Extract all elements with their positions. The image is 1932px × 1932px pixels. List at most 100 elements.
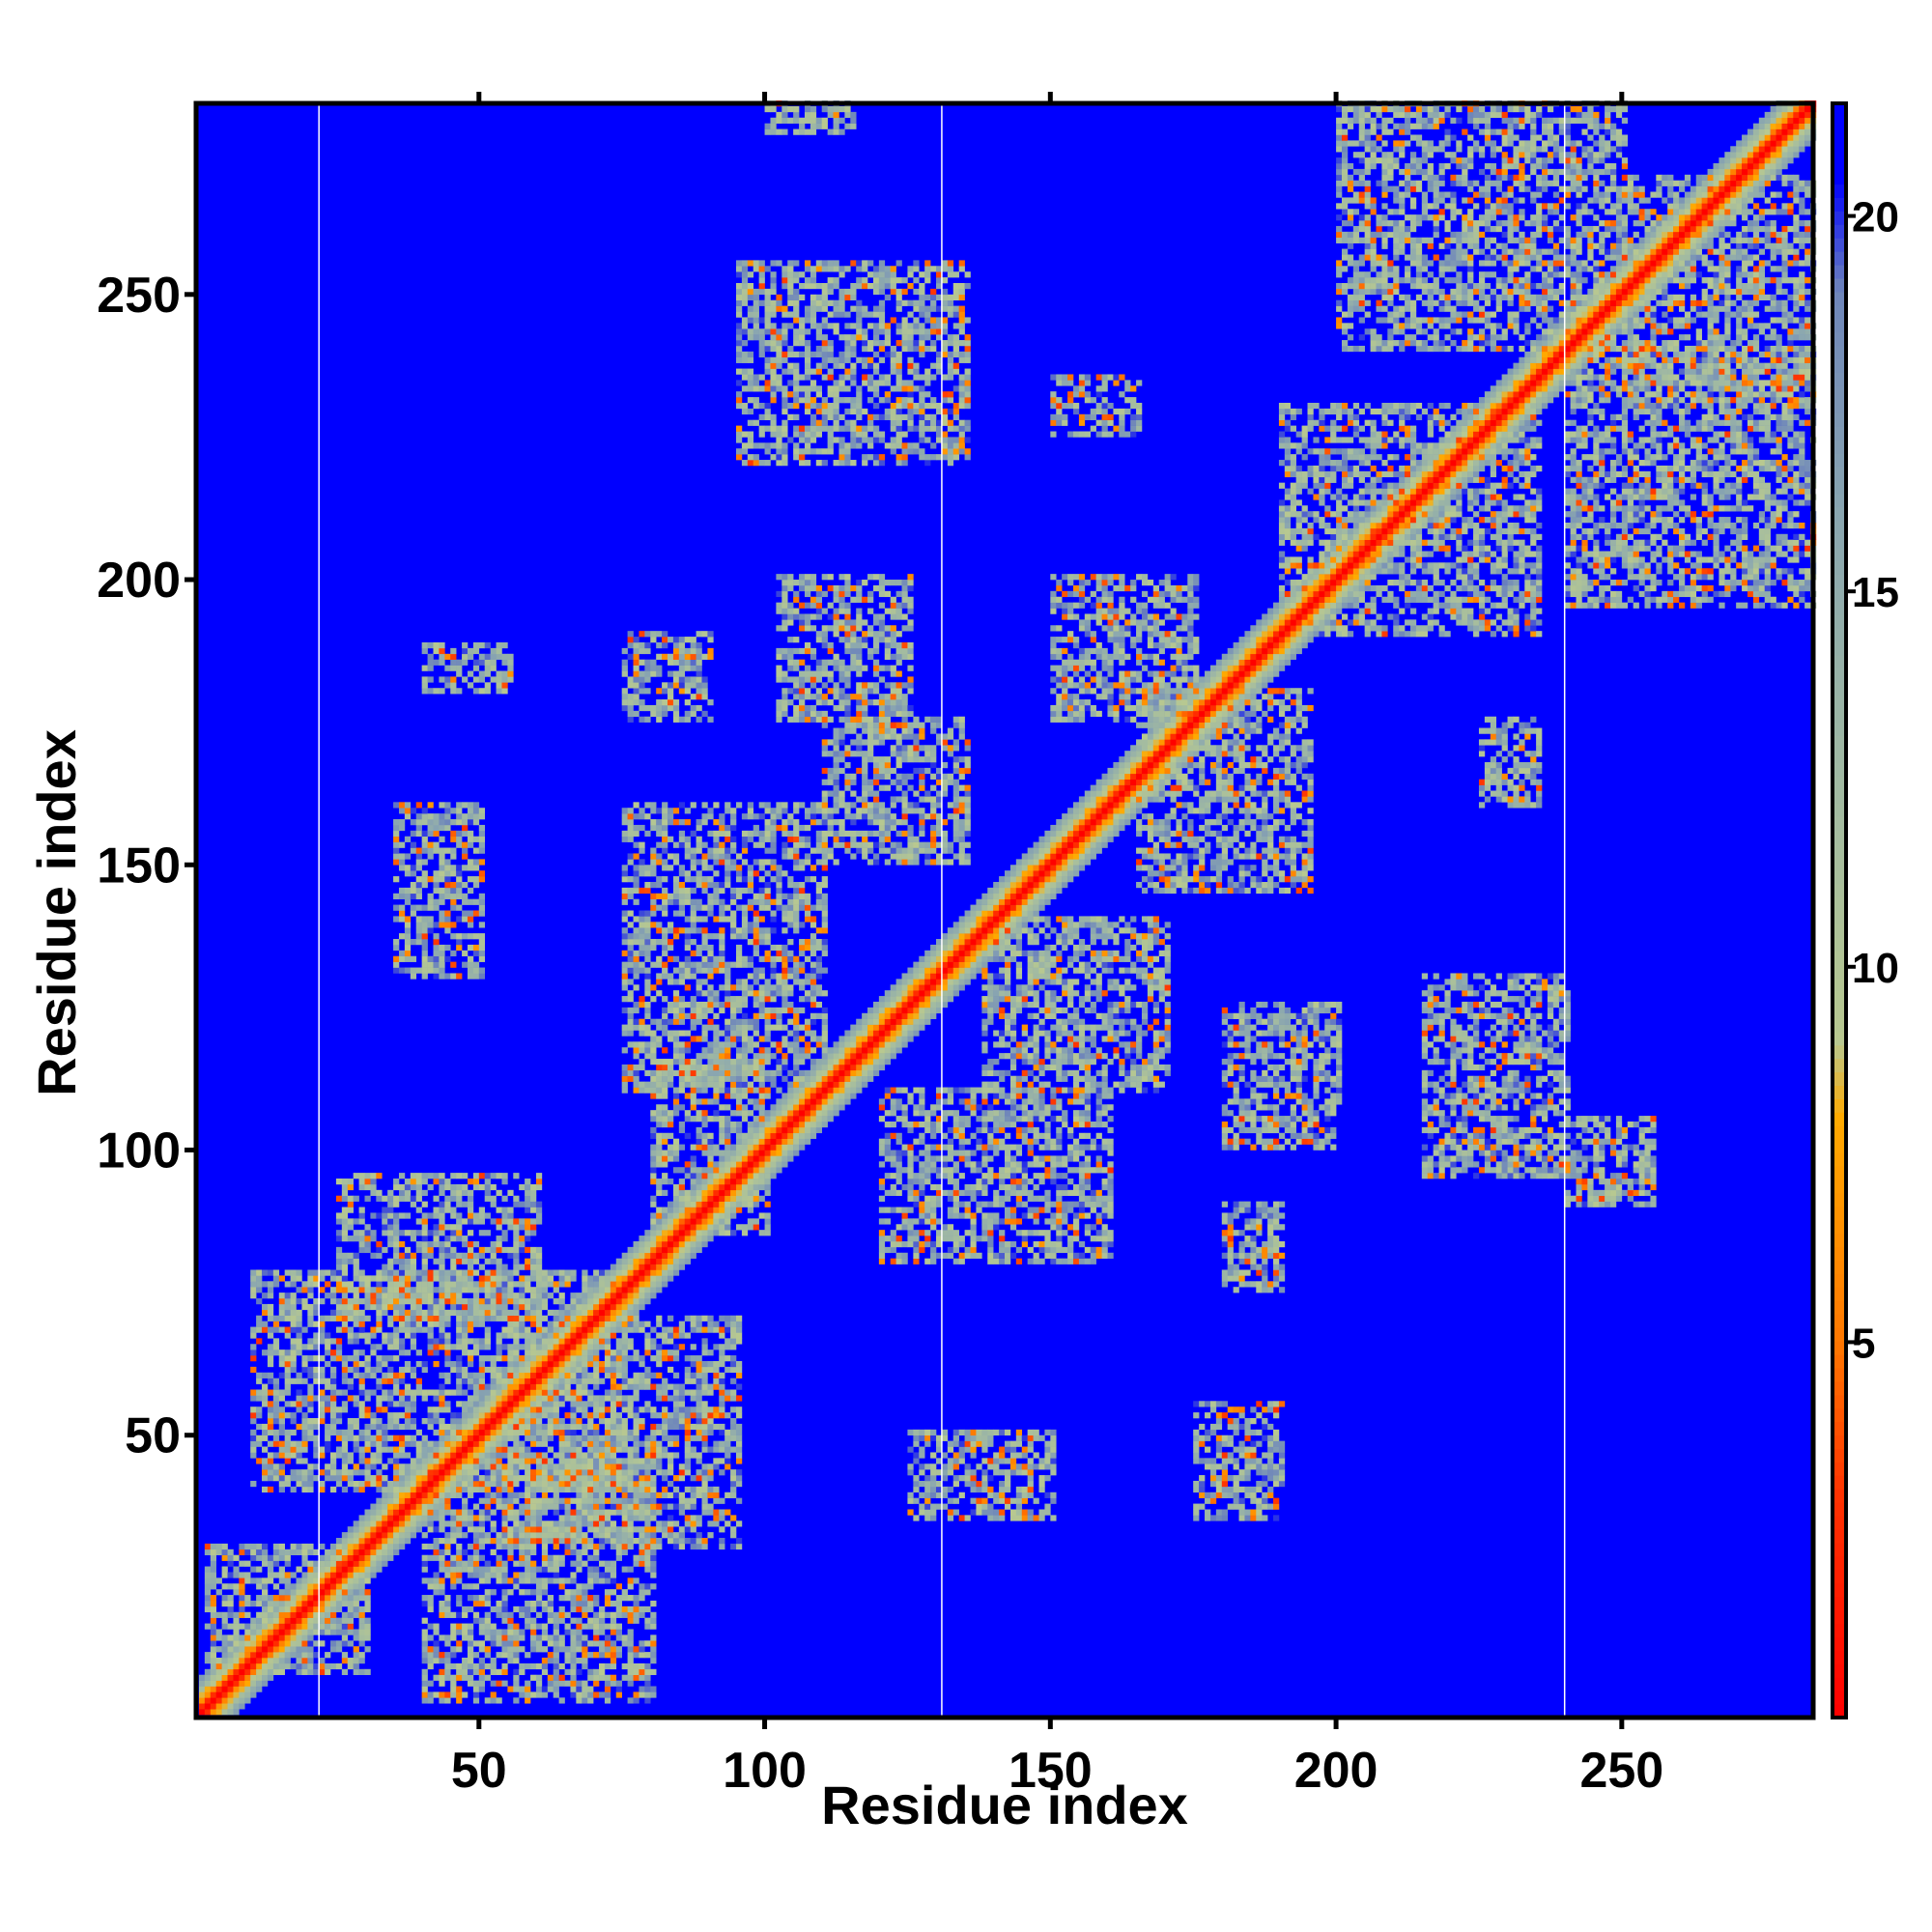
- heatmap-cell: [547, 1389, 554, 1396]
- heatmap-cell: [587, 1321, 594, 1327]
- heatmap-cell: [650, 1218, 657, 1225]
- heatmap-cell: [615, 1350, 622, 1356]
- heatmap-cell: [535, 1366, 543, 1374]
- heatmap-cell: [490, 1252, 497, 1259]
- heatmap-cell: [398, 1366, 406, 1374]
- heatmap-cell: [358, 1350, 365, 1356]
- heatmap-cell: [296, 1446, 302, 1453]
- heatmap-cell: [398, 1287, 406, 1293]
- heatmap-cell: [427, 1503, 434, 1510]
- heatmap-cell: [456, 836, 463, 842]
- heatmap-cell: [450, 1195, 457, 1202]
- heatmap-cell: [204, 1595, 212, 1602]
- heatmap-cell: [587, 1605, 594, 1613]
- heatmap-cell: [433, 1240, 440, 1248]
- heatmap-cell: [301, 1366, 308, 1374]
- heatmap-cell: [535, 1298, 543, 1305]
- heatmap-cell: [387, 1395, 394, 1402]
- heatmap-cell: [530, 1372, 537, 1378]
- heatmap-cell: [398, 1440, 406, 1447]
- heatmap-cell: [410, 1344, 417, 1350]
- heatmap-cell: [621, 1458, 628, 1464]
- heatmap-cell: [507, 1350, 514, 1356]
- heatmap-cell: [256, 1668, 263, 1676]
- heatmap-cell: [484, 1623, 491, 1630]
- heatmap-cell: [615, 1264, 622, 1270]
- heatmap-cell: [427, 1515, 434, 1521]
- heatmap-cell: [450, 1207, 457, 1213]
- heatmap-cell: [450, 973, 457, 980]
- heatmap-cell: [656, 1526, 663, 1533]
- heatmap-cell: [650, 1640, 657, 1647]
- heatmap-cell: [404, 1258, 412, 1264]
- heatmap-cell: [513, 1458, 520, 1464]
- heatmap-cell: [387, 1497, 394, 1504]
- heatmap-cell: [319, 1469, 326, 1476]
- heatmap-cell: [296, 1605, 302, 1613]
- heatmap-cell: [439, 1281, 445, 1288]
- heatmap-cell: [525, 1230, 531, 1236]
- heatmap-cell: [576, 1486, 582, 1493]
- heatmap-cell: [530, 1418, 537, 1425]
- heatmap-cell: [267, 1315, 274, 1321]
- heatmap-cell: [519, 1532, 526, 1539]
- heatmap-cell: [553, 1658, 559, 1664]
- heatmap-cell: [496, 1480, 502, 1488]
- heatmap-cell: [290, 1475, 297, 1482]
- heatmap-cell: [496, 1446, 502, 1453]
- heatmap-cell: [347, 1281, 354, 1288]
- heatmap-cell: [604, 1446, 611, 1453]
- heatmap-cell: [541, 1583, 549, 1590]
- heatmap-cell: [610, 1360, 617, 1368]
- heatmap-cell: [387, 1212, 394, 1219]
- heatmap-cell: [582, 1509, 588, 1516]
- heatmap-cell: [307, 1662, 314, 1670]
- heatmap-cell: [370, 1509, 377, 1516]
- heatmap-cell: [639, 641, 645, 649]
- heatmap-cell: [650, 1144, 657, 1151]
- heatmap-cell: [467, 1179, 474, 1185]
- heatmap-cell: [319, 1600, 326, 1607]
- heatmap-cell: [307, 1577, 314, 1584]
- heatmap-cell: [553, 1691, 559, 1698]
- heatmap-cell: [433, 1629, 440, 1635]
- heatmap-cell: [599, 1378, 606, 1384]
- heatmap-cell: [650, 1036, 657, 1042]
- heatmap-cell: [330, 1338, 337, 1345]
- heatmap-cell: [398, 808, 406, 814]
- heatmap-cell: [496, 1503, 502, 1510]
- heatmap-cell: [541, 1293, 549, 1299]
- heatmap-cell: [610, 1383, 617, 1390]
- heatmap-cell: [639, 1326, 645, 1333]
- heatmap-cell: [404, 922, 412, 928]
- heatmap-cell: [644, 1605, 651, 1613]
- heatmap-cell: [335, 1303, 343, 1311]
- heatmap-cell: [513, 1640, 520, 1647]
- heatmap-cell: [347, 1475, 354, 1482]
- heatmap-cell: [615, 1287, 622, 1293]
- heatmap-cell: [530, 1492, 537, 1498]
- heatmap-cell: [496, 1458, 502, 1464]
- heatmap-cell: [382, 1395, 388, 1402]
- heatmap-cell: [410, 1326, 417, 1333]
- heatmap-cell: [341, 1611, 349, 1618]
- heatmap-cell: [262, 1383, 269, 1390]
- heatmap-cell: [644, 802, 651, 809]
- heatmap-cell: [467, 1212, 474, 1219]
- heatmap-cell: [387, 1344, 394, 1350]
- heatmap-cell: [330, 1469, 337, 1476]
- heatmap-cell: [256, 1378, 263, 1384]
- heatmap-cell: [472, 1515, 480, 1521]
- heatmap-cell: [398, 1230, 406, 1236]
- heatmap-cell: [439, 641, 445, 649]
- heatmap-cell: [267, 1452, 274, 1459]
- heatmap-cell: [541, 1389, 549, 1396]
- heatmap-cell: [444, 819, 451, 826]
- heatmap-cell: [450, 1469, 457, 1476]
- heatmap-cell: [335, 1469, 343, 1476]
- heatmap-cell: [593, 1350, 600, 1356]
- heatmap-cell: [570, 1662, 577, 1670]
- heatmap-cell: [284, 1605, 291, 1613]
- heatmap-cell: [427, 1554, 434, 1561]
- heatmap-cell: [587, 1526, 594, 1533]
